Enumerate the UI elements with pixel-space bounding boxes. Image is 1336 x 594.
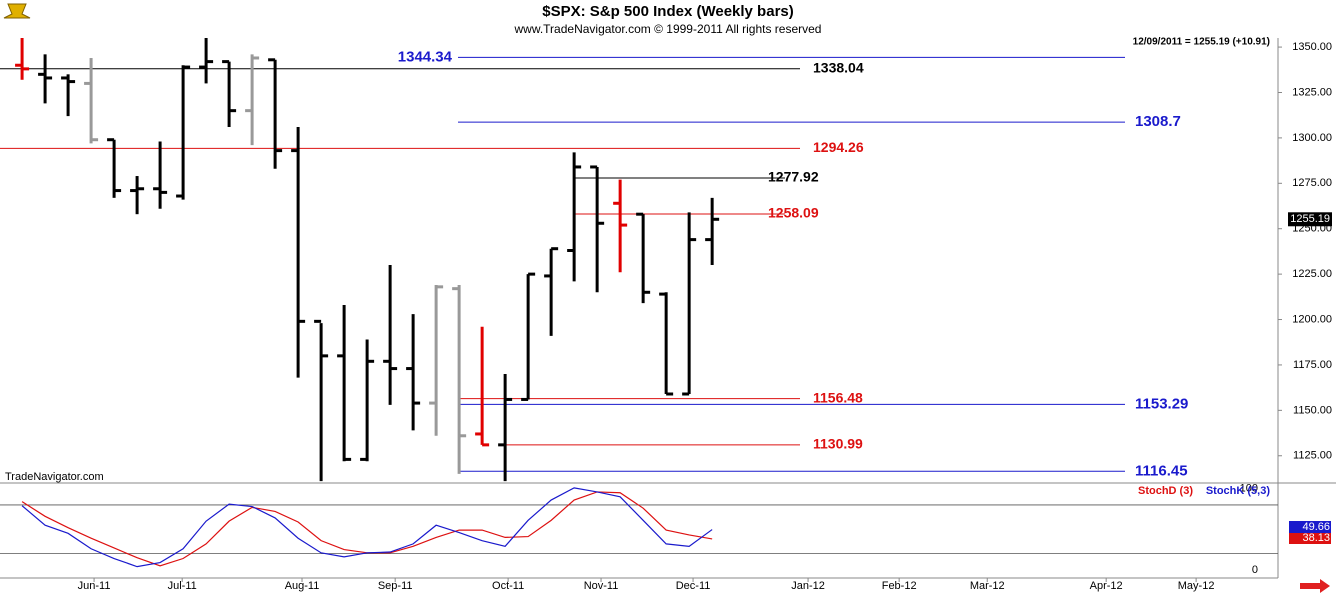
level-label: 1130.99 — [813, 436, 863, 452]
last-value: 38.13 — [1302, 532, 1330, 544]
legend-label: StochK (5,3) — [1206, 485, 1271, 497]
x-tick-label: Oct-11 — [492, 580, 524, 592]
x-tick-label: Aug-11 — [285, 580, 320, 592]
logo — [3, 3, 31, 19]
x-tick-label: Dec-11 — [676, 580, 711, 592]
last-value-box — [1289, 532, 1331, 544]
y-tick-label: 1175.00 — [1293, 359, 1332, 371]
scroll-arrow[interactable] — [1300, 579, 1330, 593]
last-value-box — [1289, 521, 1331, 533]
last-value: 49.66 — [1302, 521, 1330, 533]
x-tick-label: Jan-12 — [791, 580, 825, 592]
level-label: 1308.7 — [1135, 113, 1181, 130]
y-tick-label: 1350.00 — [1292, 41, 1332, 53]
level-label: 1294.26 — [813, 139, 864, 155]
x-tick-label: Apr-12 — [1090, 580, 1123, 592]
chart-subtitle: www.TradeNavigator.com © 1999-2011 All r… — [514, 22, 822, 36]
x-tick-label: Mar-12 — [970, 580, 1005, 592]
y-tick-label: 1225.00 — [1292, 268, 1332, 280]
y-tick-label: 0 — [1252, 564, 1258, 576]
level-label: 1116.45 — [1135, 462, 1188, 479]
y-tick-label: 1300.00 — [1292, 132, 1332, 144]
level-label: 1156.48 — [813, 389, 863, 405]
x-tick-label: May-12 — [1178, 580, 1215, 592]
level-label: 1258.09 — [768, 205, 819, 221]
x-tick-label: Feb-12 — [882, 580, 917, 592]
x-tick-label: Sep-11 — [378, 580, 413, 592]
y-tick-label: 100 — [1240, 483, 1258, 495]
x-tick-label: Nov-11 — [584, 580, 619, 592]
last-price-box — [1288, 212, 1332, 227]
y-tick-label: 1150.00 — [1293, 404, 1332, 416]
legend-label: StochD (3) — [1138, 485, 1193, 497]
stoch-line — [21, 487, 713, 568]
watermark: TradeNavigator.com — [5, 471, 104, 483]
chart-title: $SPX: S&p 500 Index (Weekly bars) — [542, 3, 794, 20]
last-price: 1255.19 — [1290, 213, 1330, 225]
y-tick-label: 1275.00 — [1292, 177, 1332, 189]
y-tick-label: 1200.00 — [1292, 313, 1332, 325]
y-tick-label: 1125.00 — [1293, 450, 1332, 462]
y-tick-label: 1325.00 — [1292, 86, 1332, 98]
quote: 12/09/2011 = 1255.19 (+10.91) — [1133, 37, 1270, 48]
x-tick-label: Jun-11 — [78, 580, 111, 592]
level-label: 1338.04 — [813, 60, 864, 76]
level-label: 1344.34 — [398, 48, 453, 65]
level-label: 1277.92 — [768, 169, 819, 185]
level-label: 1153.29 — [1135, 395, 1188, 412]
x-tick-label: Jul-11 — [168, 580, 197, 592]
